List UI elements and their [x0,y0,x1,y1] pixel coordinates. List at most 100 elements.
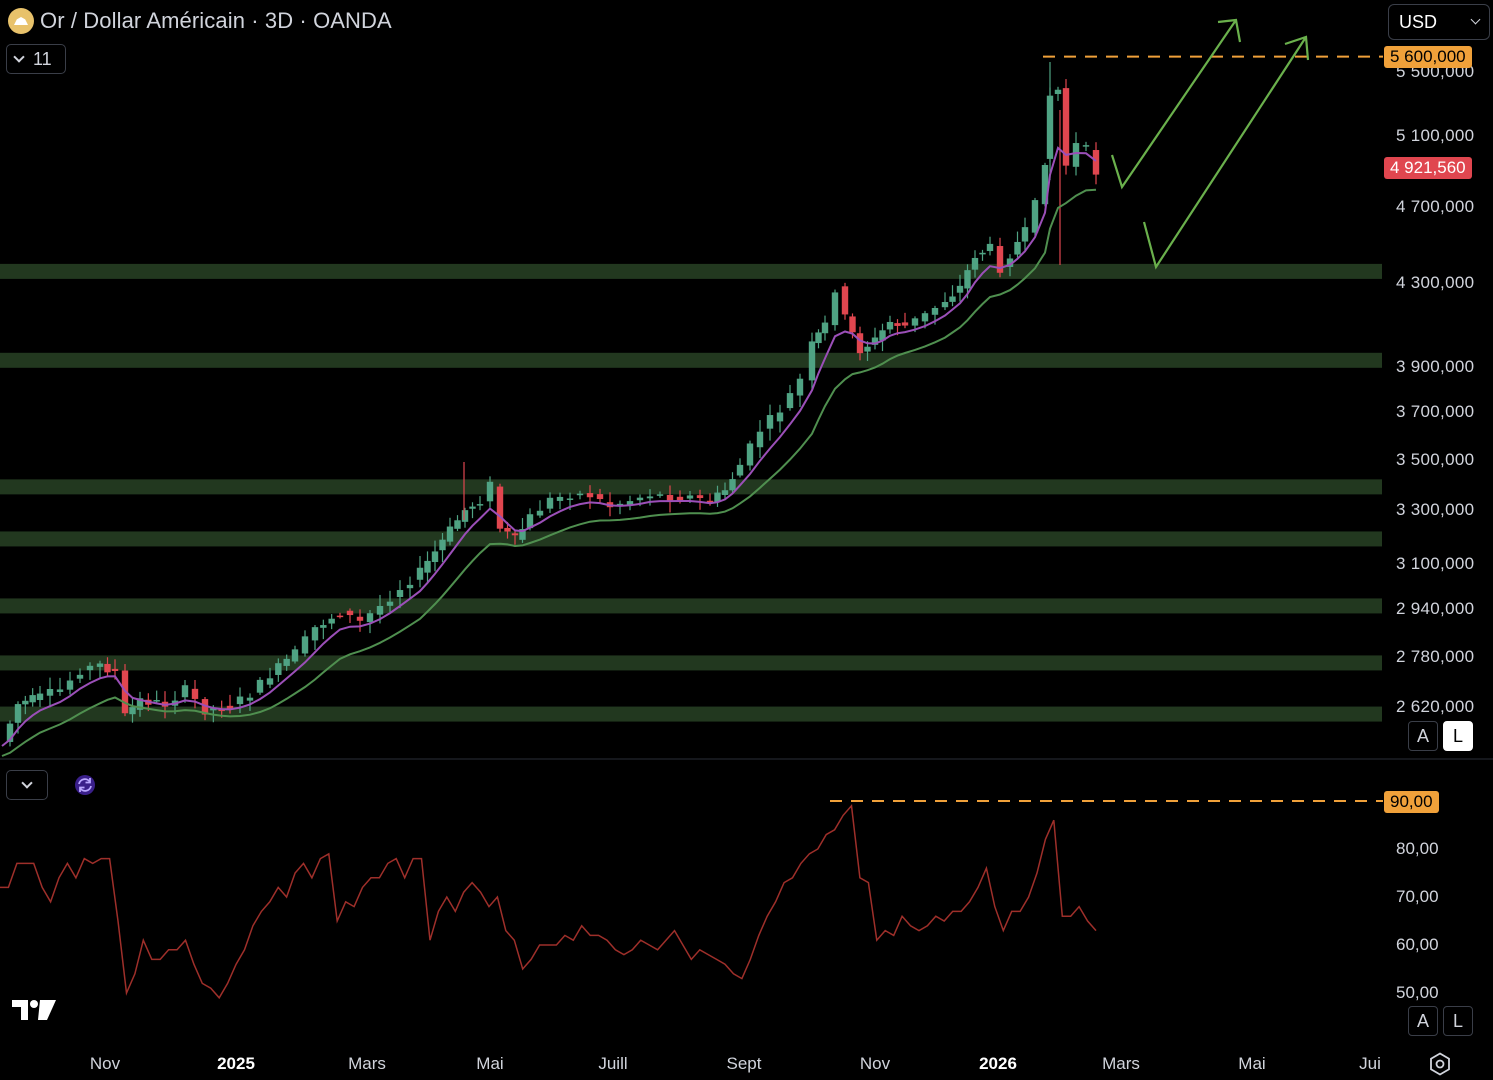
candle [996,237,1004,278]
currency-select[interactable]: USD [1388,4,1490,40]
symbol-header[interactable]: Or / Dollar Américain · 3D · OANDA [8,6,392,36]
candle [556,492,564,510]
candle [979,249,986,261]
time-axis-label: Mai [476,1054,504,1073]
indicator-pane-toggle[interactable] [6,770,48,800]
rsi-line [0,804,1097,1000]
candle [320,619,327,640]
candle [796,373,804,408]
candle [486,476,494,508]
sync-icon[interactable] [74,774,96,796]
price-axis-label: 3 300,000 [1396,500,1475,519]
sr-zone [0,598,1382,614]
candle [956,274,964,302]
candle [476,496,484,511]
candle [226,694,234,714]
auto-scale-button[interactable]: A [1408,721,1438,751]
log-scale-button[interactable]: L [1443,721,1473,751]
candle [356,609,364,632]
support-resistance-zones [0,263,1382,722]
candle [831,289,839,331]
candle [201,696,209,721]
candle [66,671,74,695]
auto-scale-button[interactable]: A [1408,1006,1438,1036]
rsi-axis-label: 80,00 [1396,839,1439,858]
candle [546,492,554,513]
candle [856,326,864,361]
candle [386,590,394,612]
symbol-title: Or / Dollar Américain · 3D · OANDA [40,8,392,33]
candle [616,500,624,515]
candle [29,688,36,707]
projection-arrow [1110,18,1242,190]
candle [153,690,160,704]
candle [756,420,764,458]
candle [666,485,674,513]
log-scale-button[interactable]: L [1443,1006,1473,1036]
sr-zone [0,531,1382,547]
price-axis-label: 4 700,000 [1396,197,1475,216]
candle [901,312,909,329]
sr-zone [0,655,1382,671]
candle [6,720,14,747]
candle [1031,197,1039,237]
candle [696,489,704,510]
candle [129,698,136,723]
price-axis-label: 3 700,000 [1396,402,1475,421]
candle [879,323,886,352]
candle [736,458,744,478]
sr-zone [0,706,1382,722]
chevron-down-icon [1470,14,1481,25]
chevron-down-icon [13,50,25,63]
candle [191,680,199,709]
candle [626,495,634,511]
candle [714,485,721,507]
candle [46,677,54,708]
sr-zone [0,352,1382,368]
candle [815,329,822,349]
candle [454,515,461,532]
candle [949,285,956,307]
projection-arrow [1142,35,1310,270]
candle [246,693,254,711]
candle [431,540,439,572]
gear-icon[interactable] [1428,1052,1452,1076]
candle [86,662,94,680]
candle [776,404,784,433]
candle [469,502,476,519]
target-price-badge: 5 600,000 [1384,46,1472,68]
candle [496,483,504,533]
candle [586,485,594,509]
time-axis-label: Nov [89,1054,121,1073]
candle [1054,86,1062,101]
candle [1082,141,1090,152]
rsi-axis-label: 50,00 [1396,983,1439,1002]
candle [871,327,879,350]
candle [406,576,414,599]
price-axis-label: 3 100,000 [1396,554,1475,573]
candle [941,292,949,311]
candle [1092,142,1100,185]
ema-slow-line [1,188,1097,757]
candle [766,404,774,441]
candle [1062,79,1070,175]
price-axis-label: 5 100,000 [1396,126,1475,145]
candle [104,657,111,677]
indicators-toggle-button[interactable]: 11 [6,44,66,74]
tradingview-logo-icon [12,1000,56,1020]
candle [511,530,519,545]
sr-zone [0,479,1382,495]
candle [576,490,584,500]
time-axis-label: Sept [726,1054,762,1073]
candle [328,614,335,630]
candle [311,625,319,650]
candle [1041,162,1049,207]
candle [56,677,64,696]
time-axis-label: Mars [348,1054,386,1073]
candle [446,517,454,546]
candle [721,482,729,500]
candle [291,645,299,664]
candle [336,612,344,619]
candle [656,491,664,498]
